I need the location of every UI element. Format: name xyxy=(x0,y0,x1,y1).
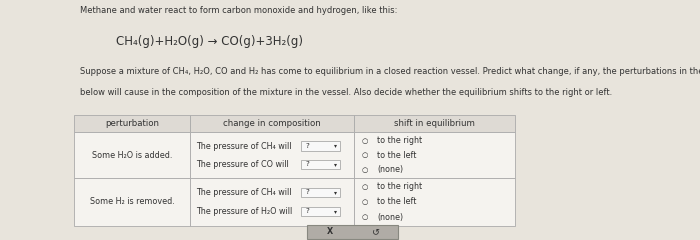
Text: ○: ○ xyxy=(362,167,368,173)
Text: to the right: to the right xyxy=(377,136,423,145)
FancyBboxPatch shape xyxy=(354,115,514,132)
Text: The pressure of CH₄ will: The pressure of CH₄ will xyxy=(196,142,291,150)
Text: X: X xyxy=(327,227,332,236)
FancyBboxPatch shape xyxy=(301,160,340,169)
Text: ?: ? xyxy=(305,208,309,214)
Text: (none): (none) xyxy=(377,165,403,174)
Text: ○: ○ xyxy=(362,138,368,144)
FancyBboxPatch shape xyxy=(190,178,354,226)
FancyBboxPatch shape xyxy=(301,142,340,151)
Text: ○: ○ xyxy=(362,199,368,205)
FancyBboxPatch shape xyxy=(354,178,514,226)
Text: below will cause in the composition of the mixture in the vessel. Also decide wh: below will cause in the composition of t… xyxy=(80,88,612,96)
Text: Some H₂ is removed.: Some H₂ is removed. xyxy=(90,197,174,206)
Text: to the left: to the left xyxy=(377,197,416,206)
Text: Suppose a mixture of CH₄, H₂O, CO and H₂ has come to equilibrium in a closed rea: Suppose a mixture of CH₄, H₂O, CO and H₂… xyxy=(80,67,700,76)
Text: ↺: ↺ xyxy=(371,227,379,236)
Text: The pressure of H₂O will: The pressure of H₂O will xyxy=(196,207,292,216)
Text: (none): (none) xyxy=(377,213,403,222)
Text: CH₄(g)+H₂O(g) → CO(g)+3H₂(g): CH₄(g)+H₂O(g) → CO(g)+3H₂(g) xyxy=(116,35,302,48)
FancyBboxPatch shape xyxy=(74,132,190,178)
Text: to the right: to the right xyxy=(377,182,423,191)
FancyBboxPatch shape xyxy=(354,132,514,178)
FancyBboxPatch shape xyxy=(190,115,354,132)
Text: ▾: ▾ xyxy=(334,162,337,167)
Text: Some H₂O is added.: Some H₂O is added. xyxy=(92,151,172,160)
Text: ?: ? xyxy=(305,161,309,167)
FancyBboxPatch shape xyxy=(301,207,340,216)
Text: ?: ? xyxy=(305,143,309,149)
Text: to the left: to the left xyxy=(377,151,416,160)
FancyBboxPatch shape xyxy=(307,225,398,239)
Text: ?: ? xyxy=(305,189,309,195)
Text: ○: ○ xyxy=(362,214,368,220)
Text: The pressure of CH₄ will: The pressure of CH₄ will xyxy=(196,188,291,197)
Text: change in composition: change in composition xyxy=(223,119,321,128)
Text: ▾: ▾ xyxy=(334,209,337,214)
FancyBboxPatch shape xyxy=(190,132,354,178)
FancyBboxPatch shape xyxy=(74,178,190,226)
FancyBboxPatch shape xyxy=(301,188,340,197)
Text: ▾: ▾ xyxy=(334,190,337,195)
Text: shift in equilibrium: shift in equilibrium xyxy=(393,119,475,128)
Text: perturbation: perturbation xyxy=(105,119,159,128)
Text: Methane and water react to form carbon monoxide and hydrogen, like this:: Methane and water react to form carbon m… xyxy=(80,6,398,15)
Text: ▾: ▾ xyxy=(334,144,337,149)
Text: The pressure of CO will: The pressure of CO will xyxy=(196,160,288,169)
FancyBboxPatch shape xyxy=(74,115,190,132)
Text: ○: ○ xyxy=(362,152,368,158)
Text: ○: ○ xyxy=(362,184,368,190)
